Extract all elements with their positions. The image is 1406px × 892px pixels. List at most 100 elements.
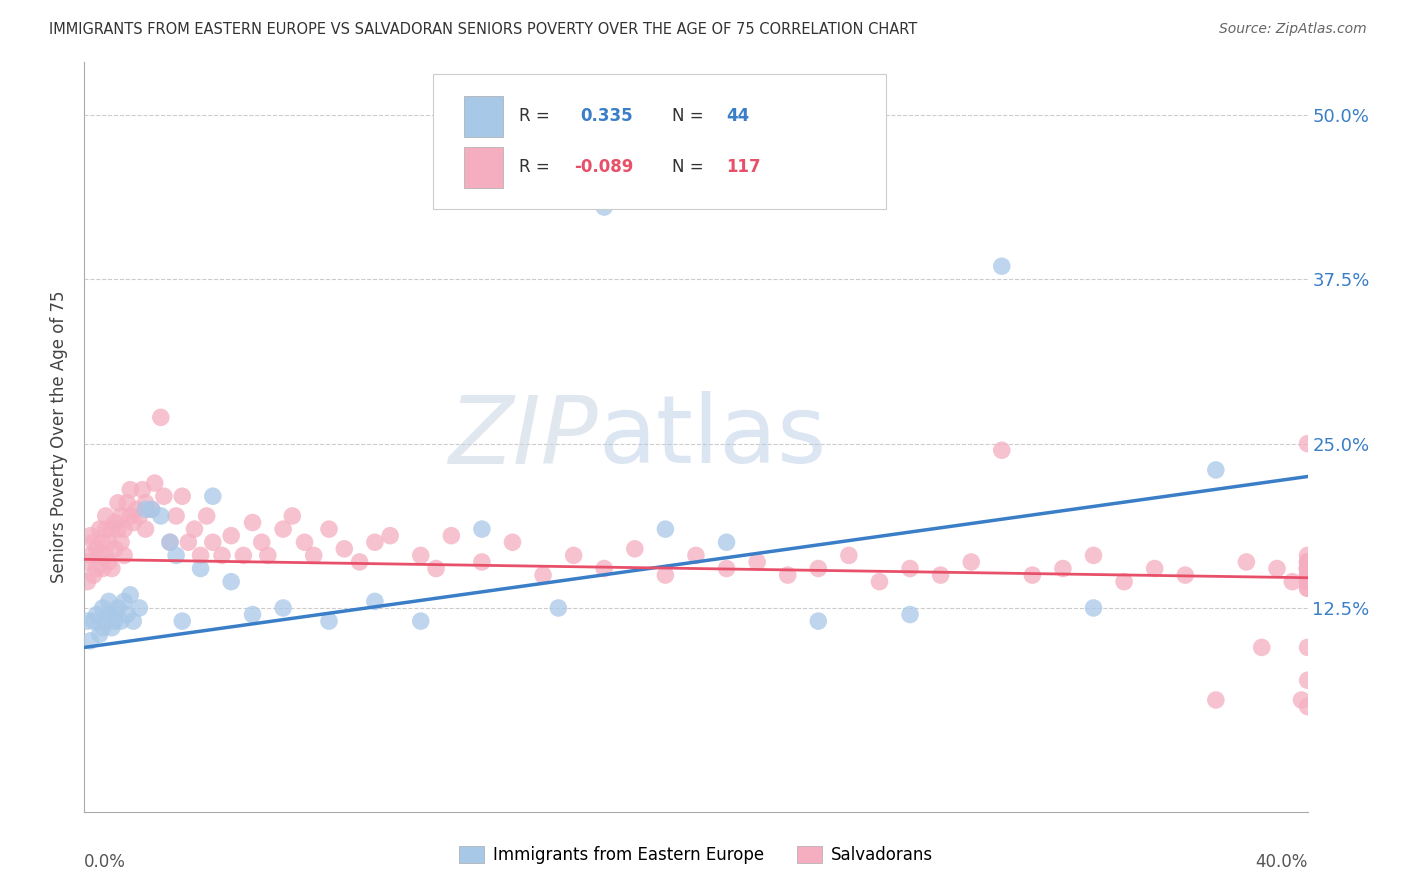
Point xyxy=(294,535,316,549)
Point xyxy=(1083,549,1105,563)
Point xyxy=(89,522,111,536)
Point xyxy=(94,508,117,523)
Point xyxy=(83,614,105,628)
Point xyxy=(83,535,105,549)
Point xyxy=(91,601,114,615)
Point xyxy=(94,549,117,563)
Point xyxy=(104,607,127,622)
Point xyxy=(86,541,108,556)
Point xyxy=(960,555,983,569)
Point xyxy=(89,549,111,563)
Text: ZIP: ZIP xyxy=(449,392,598,483)
Point xyxy=(76,574,98,589)
Point xyxy=(104,541,127,556)
Point xyxy=(1296,561,1319,575)
Point xyxy=(929,568,952,582)
Point xyxy=(1296,436,1319,450)
Point xyxy=(94,522,117,536)
Point xyxy=(547,601,569,615)
Point xyxy=(685,549,707,563)
Text: R =: R = xyxy=(519,107,550,126)
Point xyxy=(86,607,108,622)
Text: Source: ZipAtlas.com: Source: ZipAtlas.com xyxy=(1219,22,1367,37)
Point xyxy=(1296,568,1319,582)
Point xyxy=(807,561,830,575)
Point xyxy=(1296,568,1319,582)
Point xyxy=(120,588,142,602)
Point xyxy=(409,549,432,563)
Point xyxy=(1265,561,1288,575)
Point xyxy=(502,535,524,549)
Point xyxy=(747,555,769,569)
Point xyxy=(97,594,120,608)
Point xyxy=(593,200,616,214)
Point xyxy=(1143,561,1166,575)
Point xyxy=(91,621,114,635)
Point xyxy=(159,535,181,549)
Point xyxy=(1021,568,1043,582)
Text: N =: N = xyxy=(672,107,703,126)
Point xyxy=(107,496,129,510)
Point xyxy=(1296,561,1319,575)
Point xyxy=(190,561,212,575)
Text: N =: N = xyxy=(672,159,703,177)
Point xyxy=(1296,581,1319,595)
Point xyxy=(135,522,157,536)
Point xyxy=(1236,555,1258,569)
Point xyxy=(110,614,132,628)
Point xyxy=(120,483,142,497)
Point xyxy=(1296,549,1319,563)
Point xyxy=(76,555,98,569)
Point xyxy=(1296,561,1319,575)
Point xyxy=(153,489,176,503)
Point xyxy=(79,529,101,543)
Text: -0.089: -0.089 xyxy=(574,159,633,177)
Point xyxy=(112,594,135,608)
Point xyxy=(271,522,294,536)
Point xyxy=(115,496,138,510)
Point xyxy=(333,541,356,556)
Point xyxy=(281,508,304,523)
FancyBboxPatch shape xyxy=(464,147,503,188)
Y-axis label: Seniors Poverty Over the Age of 75: Seniors Poverty Over the Age of 75 xyxy=(51,291,69,583)
Point xyxy=(1296,561,1319,575)
Point xyxy=(991,443,1014,458)
Point xyxy=(86,561,108,575)
Point xyxy=(471,522,494,536)
Point xyxy=(172,614,194,628)
Point xyxy=(125,502,148,516)
Point xyxy=(531,568,554,582)
FancyBboxPatch shape xyxy=(464,96,503,137)
Point xyxy=(101,522,124,536)
Point xyxy=(364,535,387,549)
Point xyxy=(1296,568,1319,582)
Point xyxy=(79,549,101,563)
Point xyxy=(165,508,187,523)
Point xyxy=(1296,581,1319,595)
Point xyxy=(654,568,676,582)
Point xyxy=(1174,568,1197,582)
Point xyxy=(807,614,830,628)
Point xyxy=(1083,601,1105,615)
Point xyxy=(219,574,242,589)
Point xyxy=(122,516,145,530)
Point xyxy=(104,516,127,530)
Point xyxy=(991,259,1014,273)
Point xyxy=(562,549,585,563)
Point xyxy=(141,502,163,516)
Text: 0.335: 0.335 xyxy=(579,107,633,126)
Point xyxy=(101,621,124,635)
Point xyxy=(165,549,187,563)
Point xyxy=(120,508,142,523)
Point xyxy=(107,522,129,536)
Point xyxy=(219,529,242,543)
Point xyxy=(201,489,224,503)
FancyBboxPatch shape xyxy=(433,74,886,209)
Point xyxy=(440,529,463,543)
Point xyxy=(79,633,101,648)
Point xyxy=(1296,555,1319,569)
Point xyxy=(271,601,294,615)
Point xyxy=(1296,574,1319,589)
Point xyxy=(593,561,616,575)
Point xyxy=(97,535,120,549)
